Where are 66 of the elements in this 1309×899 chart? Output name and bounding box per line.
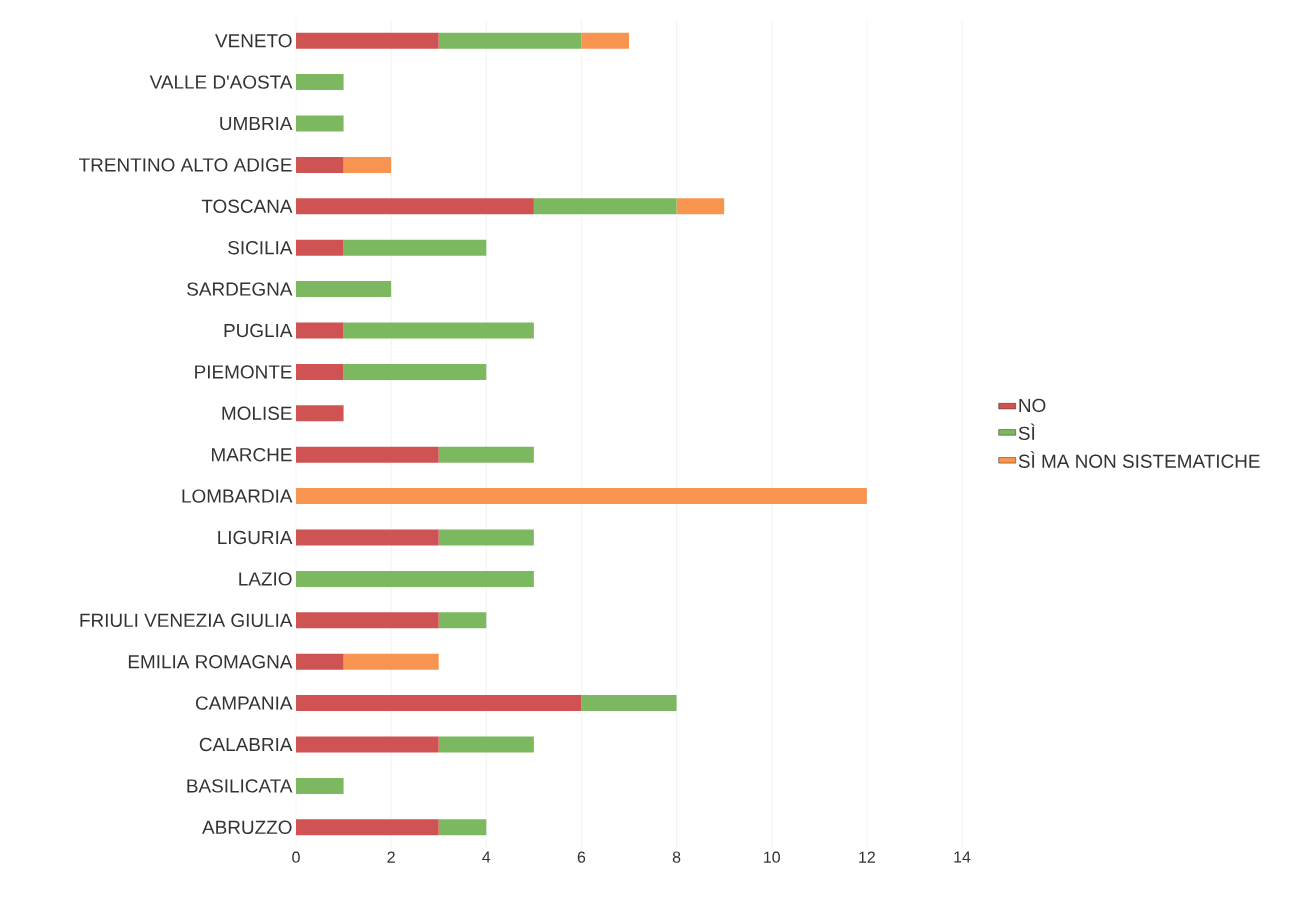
y-tick-label: TRENTINO ALTO ADIGE xyxy=(79,158,292,172)
bar xyxy=(296,322,344,339)
y-tick-label: SICILIA xyxy=(228,240,293,255)
y-tick-label: PUGLIA xyxy=(224,323,293,338)
legend-label: SÌ xyxy=(1018,423,1035,441)
bar xyxy=(296,446,439,463)
bar xyxy=(296,198,534,215)
bar xyxy=(676,198,725,215)
x-tick-label: 8 xyxy=(672,851,681,863)
y-tick-label: ABRUZZO xyxy=(202,820,292,834)
bar xyxy=(343,156,392,173)
y-tick-label: SARDEGNA xyxy=(187,282,293,296)
bar xyxy=(296,405,344,422)
bar xyxy=(296,74,344,91)
y-tick-label: FRIULI VENEZIA GIULIA xyxy=(80,613,293,627)
bar xyxy=(296,363,344,380)
bar xyxy=(296,777,344,794)
x-tick-label: 10 xyxy=(764,851,780,863)
bar xyxy=(438,529,534,546)
bar xyxy=(296,32,439,49)
bar xyxy=(581,695,677,712)
bar xyxy=(343,363,487,380)
x-tick-label: 4 xyxy=(482,851,491,863)
x-tick-label: 14 xyxy=(954,851,971,863)
bar xyxy=(296,239,344,256)
bar xyxy=(296,156,344,173)
bar xyxy=(581,32,629,49)
legend-label: NO xyxy=(1019,398,1046,413)
y-tick-label: VALLE D'AOSTA xyxy=(149,75,293,89)
bar xyxy=(533,198,677,215)
legend-label: SÌ MA NON SISTEMATICHE xyxy=(1018,451,1260,468)
x-tick-label: 2 xyxy=(387,851,395,863)
bar xyxy=(296,612,439,629)
y-tick-label: BASILICATA xyxy=(187,779,293,793)
y-tick-label: TOSCANA xyxy=(201,199,293,213)
x-tick-label: 0 xyxy=(292,851,300,863)
y-tick-label: CALABRIA xyxy=(199,737,293,752)
y-tick-label: CAMPANIA xyxy=(195,696,293,710)
y-tick-label: UMBRIA xyxy=(220,116,293,131)
bar xyxy=(296,819,439,836)
bar xyxy=(343,322,534,339)
y-tick-label: LOMBARDIA xyxy=(182,489,293,503)
bar xyxy=(296,736,439,753)
bar xyxy=(438,612,487,629)
y-tick-label: MARCHE xyxy=(212,447,292,462)
bar xyxy=(296,281,392,298)
bar xyxy=(296,570,534,587)
bar xyxy=(438,736,534,753)
bar xyxy=(438,32,582,49)
x-tick-label: 6 xyxy=(577,851,586,863)
y-tick-label: LIGURIA xyxy=(218,530,293,545)
bar xyxy=(296,529,439,546)
y-tick-label: PIEMONTE xyxy=(195,365,292,379)
bar xyxy=(296,115,344,132)
y-tick-label: VENETO xyxy=(215,33,292,48)
y-tick-label: EMILIA ROMAGNA xyxy=(128,655,293,669)
bar xyxy=(438,446,534,463)
bar xyxy=(343,239,487,256)
x-tick-label: 12 xyxy=(859,851,875,863)
bar xyxy=(343,653,439,670)
y-tick-label: MOLISE xyxy=(222,406,292,420)
y-tick-label: LAZIO xyxy=(239,572,292,586)
bar xyxy=(296,695,582,712)
bar xyxy=(296,488,867,505)
bar xyxy=(438,819,487,836)
bar xyxy=(296,653,344,670)
